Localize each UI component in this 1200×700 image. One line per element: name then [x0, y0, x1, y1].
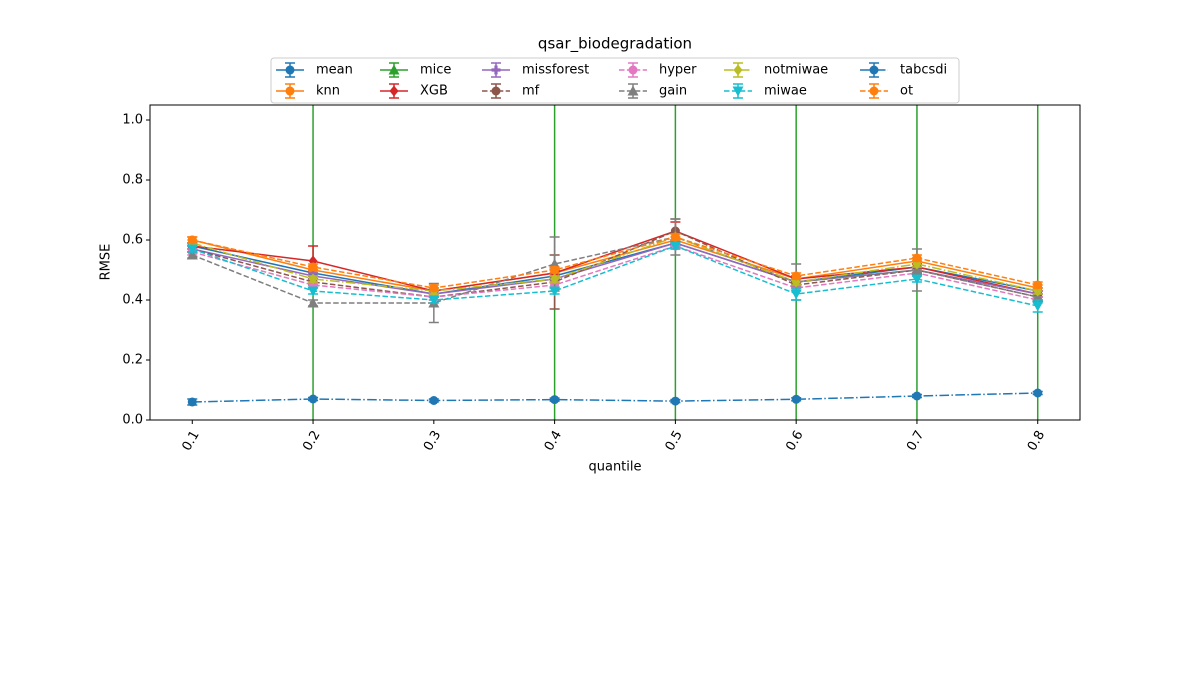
data-point — [670, 232, 680, 242]
data-point — [1033, 280, 1043, 290]
series-line — [192, 230, 1038, 298]
legend-label: mean — [316, 63, 353, 78]
legend-entry: mice — [380, 62, 451, 78]
legend-entry: miwae — [724, 83, 807, 99]
data-point — [186, 244, 198, 255]
data-point — [911, 274, 923, 285]
data-point — [550, 273, 560, 285]
legend-marker — [628, 65, 638, 75]
data-point — [791, 394, 801, 404]
data-point — [549, 286, 561, 297]
data-point — [428, 295, 440, 306]
legend-entry: mean — [276, 62, 353, 78]
legend-label: mf — [522, 84, 540, 99]
legend-entry: XGB — [380, 83, 448, 99]
series — [187, 388, 1043, 407]
legend-entry: notmiwae — [724, 62, 828, 78]
series — [186, 241, 1044, 313]
legend-label: ot — [900, 84, 913, 99]
series-line — [192, 392, 1038, 403]
legend-marker — [733, 64, 743, 76]
data-point — [187, 397, 197, 407]
legend-label: XGB — [420, 84, 448, 99]
legend-entry: mf — [482, 83, 540, 99]
series-line — [192, 230, 1038, 295]
legend-entry: hyper — [619, 62, 697, 78]
x-axis-label: quantile — [588, 460, 641, 475]
legend-entry: knn — [276, 83, 340, 99]
data-point — [550, 395, 560, 405]
data-point — [308, 394, 318, 404]
series-line — [191, 236, 1038, 304]
legend-label: mice — [420, 63, 451, 78]
axes-frame — [149, 104, 1081, 421]
legend-marker — [869, 65, 879, 75]
chart-title: qsar_biodegradation — [538, 35, 692, 54]
legend-entry: tabcsdi — [860, 62, 947, 78]
legend-marker — [627, 85, 639, 96]
series-line — [192, 245, 1038, 301]
y-tick-label: 1.0 — [122, 113, 143, 128]
y-tick-label: 0.2 — [122, 353, 143, 368]
data-point — [550, 265, 560, 275]
legend-box — [270, 57, 960, 104]
legend-label: missforest — [522, 63, 589, 78]
data-point — [791, 271, 801, 281]
legend-label: hyper — [659, 63, 697, 78]
legend-marker — [388, 64, 400, 75]
legend-marker — [869, 86, 879, 96]
y-tick-label: 0.4 — [122, 293, 143, 308]
legend-marker — [491, 86, 501, 96]
legend-entry: gain — [619, 83, 687, 99]
legend-marker — [285, 86, 295, 96]
data-point — [669, 241, 681, 252]
y-axis-label: RMSE — [99, 244, 114, 281]
data-point — [429, 283, 439, 293]
series-line — [192, 239, 1038, 292]
legend-label: miwae — [764, 84, 807, 99]
legend-entry: missforest — [482, 62, 589, 78]
data-point — [912, 391, 922, 401]
y-tick-label: 0.6 — [122, 233, 143, 248]
data-point — [307, 286, 319, 297]
legend-label: knn — [316, 84, 340, 99]
data-point — [1032, 301, 1044, 312]
y-tick-label: 0.0 — [122, 413, 143, 428]
legend-marker — [732, 86, 744, 97]
legend-entry: ot — [860, 83, 913, 99]
legend-label: tabcsdi — [900, 63, 947, 78]
y-tick-label: 0.8 — [122, 173, 143, 188]
legend-marker — [389, 85, 399, 97]
data-point — [549, 258, 561, 269]
data-point — [429, 396, 439, 405]
data-point — [912, 253, 922, 263]
plot-area — [186, 105, 1044, 420]
series-line — [192, 236, 1038, 289]
legend-marker — [285, 65, 295, 75]
legend-marker — [491, 65, 501, 75]
legend-label: notmiwae — [764, 63, 828, 78]
data-point — [1033, 388, 1043, 398]
data-point — [670, 396, 680, 406]
data-point — [187, 235, 197, 245]
data-point — [308, 262, 318, 272]
legend-label: gain — [659, 84, 687, 99]
legend: mean knn mice XGB missforest mf hyper gain notmi… — [270, 57, 960, 104]
data-point — [307, 297, 319, 308]
data-point — [308, 273, 318, 285]
series — [187, 232, 1043, 293]
data-point — [790, 289, 802, 300]
series-line — [192, 245, 1038, 307]
series-line — [192, 236, 1038, 292]
